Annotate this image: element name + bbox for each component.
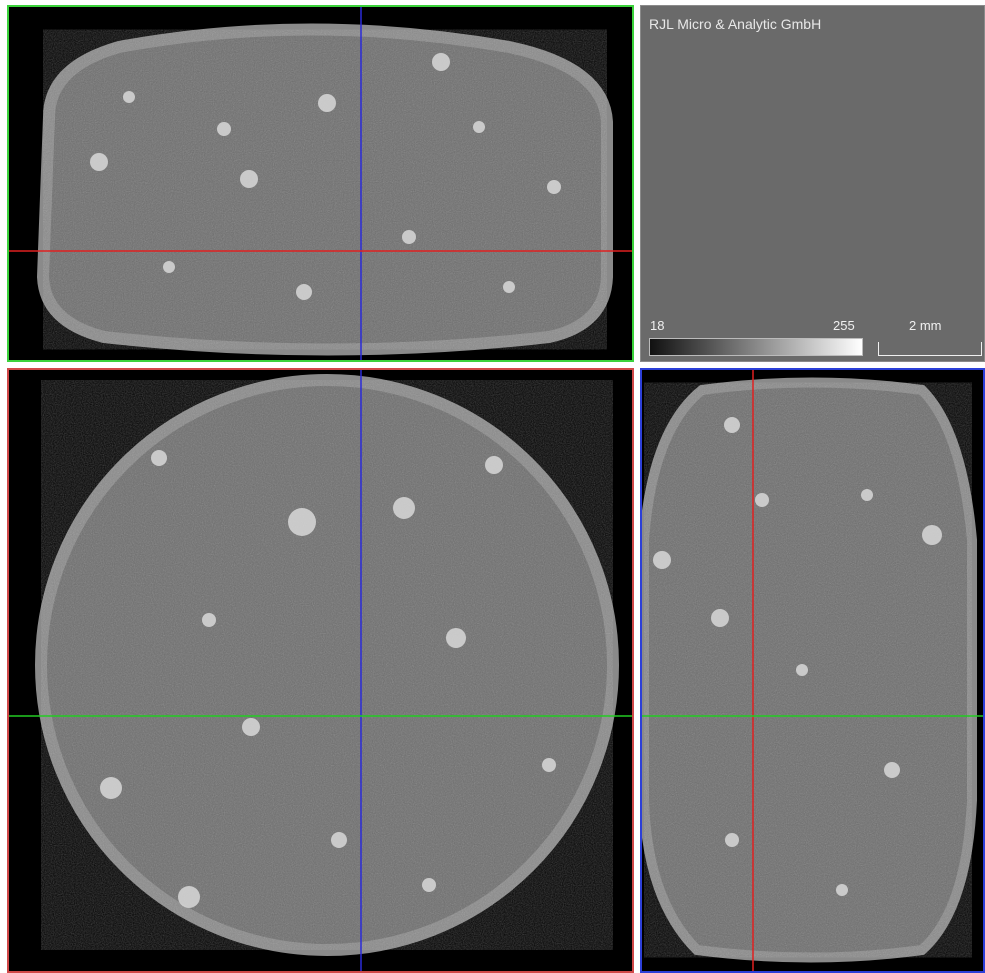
yz-slice-viewport[interactable] [640,368,985,973]
xz-slice-image [9,7,632,360]
xy-slice-image [9,370,632,971]
xz-slice-viewport[interactable] [7,5,634,362]
info-panel: RJL Micro & Analytic GmbH 18 255 2 mm [640,5,985,362]
colorbar-min-label: 18 [650,318,665,333]
yz-slice-image [642,370,983,971]
scale-bar-label: 2 mm [909,318,942,333]
colorbar-max-label: 255 [833,318,855,333]
company-label: RJL Micro & Analytic GmbH [649,16,822,32]
grayscale-colorbar [649,338,863,356]
xy-slice-viewport[interactable] [7,368,634,973]
scale-bar [878,342,982,356]
